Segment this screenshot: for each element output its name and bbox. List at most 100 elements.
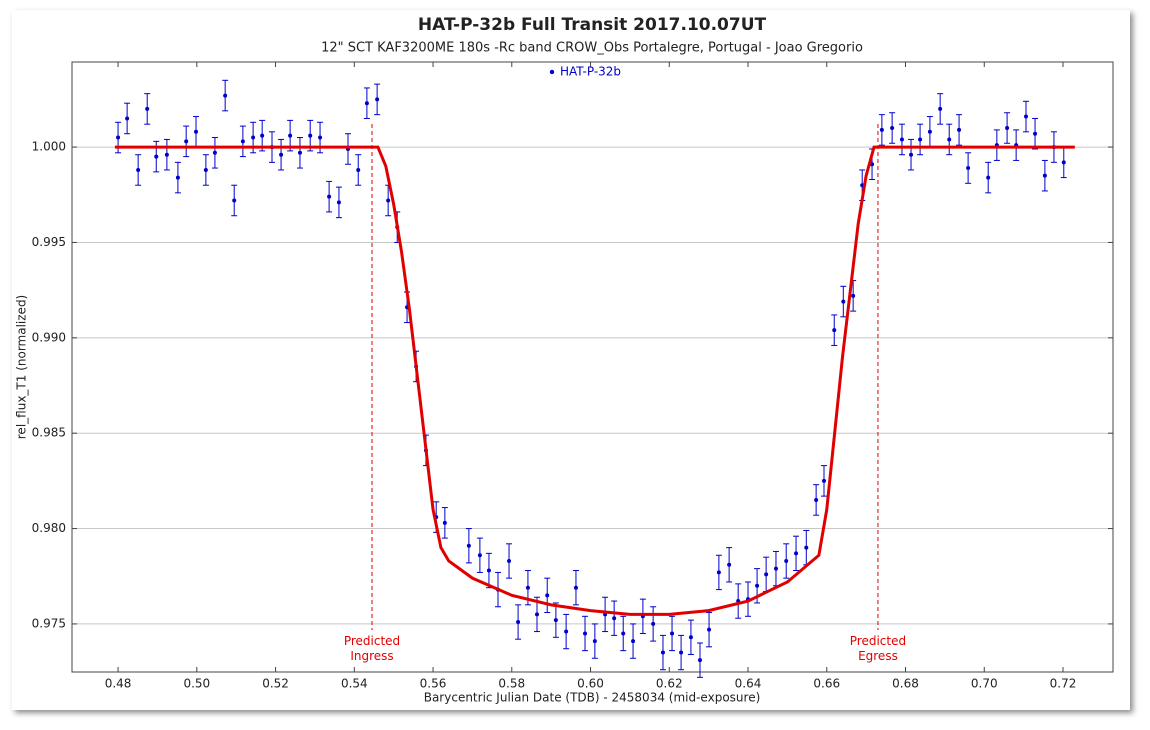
data-point: [592, 639, 597, 644]
data-point: [716, 570, 721, 575]
plot-area: [72, 62, 1113, 672]
x-tick-label: 0.68: [892, 677, 919, 691]
data-point: [154, 154, 159, 159]
x-tick-label: 0.64: [735, 677, 762, 691]
data-point: [375, 97, 380, 102]
data-point: [1042, 173, 1047, 178]
data-point: [660, 650, 665, 655]
x-tick-label: 0.52: [262, 677, 289, 691]
plot-border: [71, 61, 1114, 673]
data-point: [899, 137, 904, 142]
data-point: [318, 135, 323, 140]
data-point: [822, 478, 827, 483]
data-point: [697, 658, 702, 663]
data-point: [356, 167, 361, 172]
data-point: [175, 175, 180, 180]
x-axis-label: Barycentric Julian Date (TDB) - 2458034 …: [424, 691, 761, 705]
data-point: [986, 175, 991, 180]
data-point: [308, 133, 313, 138]
data-point: [707, 627, 712, 632]
y-tick-label: 0.975: [32, 616, 66, 630]
data-point: [890, 125, 895, 130]
x-tick-label: 0.62: [656, 677, 683, 691]
x-tick-label: 0.60: [577, 677, 604, 691]
data-point: [442, 520, 447, 525]
data-point: [184, 139, 189, 144]
data-point: [573, 585, 578, 590]
data-point: [1005, 125, 1010, 130]
data-point: [947, 137, 952, 142]
x-tick-label: 0.66: [813, 677, 840, 691]
data-point: [297, 150, 302, 155]
y-tick-label: 0.990: [32, 330, 66, 344]
data-point: [583, 631, 588, 636]
data-point: [223, 93, 228, 98]
data-point: [466, 543, 471, 548]
data-point: [288, 133, 293, 138]
data-point: [909, 152, 914, 157]
data-point: [232, 198, 237, 203]
x-tick-label: 0.54: [341, 677, 368, 691]
data-point: [1023, 114, 1028, 119]
data-point: [879, 127, 884, 132]
data-point: [507, 558, 512, 563]
data-point: [116, 135, 121, 140]
data-point: [832, 328, 837, 333]
data-point: [125, 116, 130, 121]
annotation-label: Predicted Egress: [850, 634, 906, 663]
x-tick-label: 0.70: [971, 677, 998, 691]
data-point: [631, 639, 636, 644]
data-point: [164, 152, 169, 157]
data-point: [612, 616, 617, 621]
data-point: [794, 551, 799, 556]
data-point: [851, 293, 856, 298]
data-point: [651, 621, 656, 626]
data-point: [260, 133, 265, 138]
data-point: [564, 629, 569, 634]
data-point: [764, 572, 769, 577]
legend-label: HAT-P-32b: [560, 65, 621, 79]
x-tick-label: 0.56: [420, 677, 447, 691]
data-point: [240, 139, 245, 144]
annotation-label: Predicted Ingress: [344, 634, 400, 663]
data-point: [279, 152, 284, 157]
data-point: [670, 631, 675, 636]
data-point: [486, 568, 491, 573]
data-point: [679, 650, 684, 655]
chart-title: HAT-P-32b Full Transit 2017.10.07UT: [418, 15, 767, 35]
data-point: [145, 106, 150, 111]
data-point: [336, 200, 341, 205]
y-axis-label: rel_flux_T1 (normalized): [15, 295, 29, 439]
x-tick-label: 0.58: [498, 677, 525, 691]
y-tick-label: 0.995: [32, 235, 66, 249]
data-point: [784, 558, 789, 563]
data-point: [755, 583, 760, 588]
data-point: [203, 167, 208, 172]
y-tick-label: 0.985: [32, 426, 66, 440]
data-point: [804, 545, 809, 550]
data-point: [918, 137, 923, 142]
data-point: [814, 497, 819, 502]
data-point: [957, 127, 962, 132]
x-tick-label: 0.50: [183, 677, 210, 691]
y-tick-label: 1.000: [32, 140, 66, 154]
x-tick-label: 0.72: [1050, 677, 1077, 691]
data-point: [553, 618, 558, 623]
data-point: [841, 299, 846, 304]
data-point: [534, 612, 539, 617]
data-point: [545, 593, 550, 598]
data-point: [727, 562, 732, 567]
data-point: [1033, 131, 1038, 136]
data-point: [516, 620, 521, 625]
y-tick-label: 0.980: [32, 521, 66, 535]
chart-subtitle: 12" SCT KAF3200ME 180s -Rc band CROW_Obs…: [321, 41, 863, 56]
data-point: [773, 566, 778, 571]
data-point: [1061, 160, 1066, 165]
data-point: [477, 553, 482, 558]
data-point: [927, 129, 932, 134]
x-tick-label: 0.48: [105, 677, 132, 691]
data-point: [194, 129, 199, 134]
model-line: [114, 145, 1075, 616]
data-point: [621, 631, 626, 636]
